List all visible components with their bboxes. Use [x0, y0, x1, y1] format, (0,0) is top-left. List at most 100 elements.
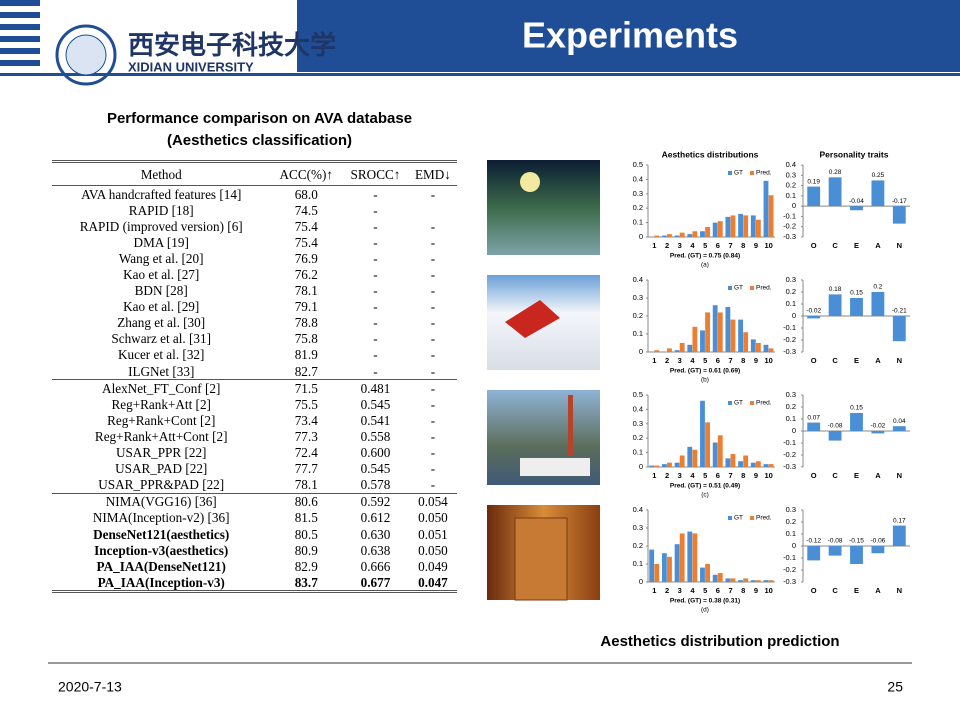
- bar: [755, 461, 761, 467]
- table-cell: 75.5: [294, 396, 318, 412]
- bar: [717, 221, 723, 237]
- table-cell: Wang et al. [20]: [118, 250, 204, 266]
- column-header: SROCC↑: [342, 161, 409, 186]
- y-tick-label: 0.1: [633, 218, 643, 227]
- table-cell: DMA [19]: [133, 234, 189, 250]
- table-cell: -: [430, 218, 436, 234]
- table-row: Schwarz et al. [31] 75.8 - -: [52, 331, 457, 347]
- table-row: NIMA(VGG16) [36] 80.6 0.592 0.054: [52, 493, 457, 510]
- table-row: Zhang et al. [30] 78.8 - -: [52, 315, 457, 331]
- table-cell: AVA handcrafted features [14]: [81, 186, 242, 202]
- column-header: ACC(%)↑: [270, 161, 343, 186]
- bar: [679, 533, 685, 582]
- logo-inner: [65, 34, 107, 76]
- table-cell: -: [430, 347, 436, 363]
- bar: [654, 350, 660, 352]
- bar: [667, 556, 672, 582]
- x-tick-label: 6: [716, 356, 720, 365]
- data-label: -0.12: [806, 538, 821, 545]
- data-label: -0.08: [828, 538, 843, 545]
- x-tick-label: E: [854, 356, 859, 365]
- y-tick-label: 0.4: [633, 174, 643, 183]
- table-cell: -: [373, 218, 378, 234]
- x-tick-label: 10: [764, 241, 772, 250]
- table-cell: 82.7: [294, 363, 318, 379]
- slide-title: Experiments: [522, 15, 738, 56]
- x-tick-label: 1: [652, 471, 656, 480]
- table-cell: -: [430, 461, 436, 477]
- trait-bar: [828, 431, 842, 441]
- data-label: -0.06: [870, 538, 885, 545]
- data-label: 0.15: [850, 405, 863, 412]
- table-cell: 77.7: [294, 461, 318, 477]
- y-tick-label: -0.1: [783, 211, 796, 220]
- x-tick-label: E: [854, 241, 859, 250]
- bar: [743, 332, 749, 352]
- photo-tower: [568, 395, 573, 455]
- table-cell: PA_IAA(Inception-v3): [97, 574, 225, 590]
- table-cell: Zhang et al. [30]: [117, 315, 206, 331]
- y-tick-label: 0.1: [633, 329, 643, 338]
- table-cell: 0.630: [360, 526, 391, 542]
- table-cell: -: [430, 283, 436, 299]
- header-row: Method ACC(%)↑ SROCC↑ EMD↓: [52, 161, 457, 186]
- data-label: 0.04: [893, 418, 906, 425]
- data-label: -0.21: [892, 308, 907, 315]
- bar: [705, 564, 710, 582]
- y-tick-label: -0.1: [783, 438, 796, 447]
- x-tick-label: A: [875, 586, 881, 595]
- y-tick-label: 0.3: [633, 293, 643, 302]
- table-cell: 0.054: [418, 494, 448, 510]
- y-tick-label: 0.1: [786, 299, 796, 308]
- bar: [743, 578, 749, 582]
- bar: [687, 344, 693, 352]
- table-cell: 0.638: [360, 542, 391, 558]
- bar: [738, 461, 743, 467]
- logo: [55, 24, 117, 86]
- table-cell: 0.612: [360, 510, 391, 526]
- x-tick-label: 4: [690, 471, 695, 480]
- x-tick-label: 5: [703, 356, 707, 365]
- legend-label: GT: [734, 285, 743, 292]
- data-label: 0.25: [872, 172, 885, 179]
- x-tick-label: C: [832, 241, 838, 250]
- x-tick-label: A: [875, 471, 881, 480]
- table-cell: PA_IAA(DenseNet121): [96, 558, 226, 574]
- table-cell: 78.1: [294, 477, 318, 493]
- panel-label: (a): [701, 262, 709, 269]
- bar: [725, 216, 731, 237]
- x-tick-label: 10: [764, 586, 772, 595]
- y-tick-label: 0.2: [786, 402, 796, 411]
- bar: [768, 580, 774, 582]
- x-tick-label: 9: [754, 471, 758, 480]
- bar: [725, 578, 731, 582]
- trait-bar: [892, 426, 906, 431]
- x-tick-label: A: [875, 241, 881, 250]
- x-tick-label: O: [811, 356, 817, 365]
- table-cell: 81.5: [294, 510, 318, 526]
- x-tick-label: 8: [741, 586, 745, 595]
- bar: [743, 215, 749, 237]
- table-cell: Kucer et al. [32]: [117, 347, 205, 363]
- table-cell: 73.4: [294, 412, 318, 428]
- bar: [649, 549, 655, 582]
- legend-swatch: [728, 171, 732, 175]
- y-tick-label: -0.3: [783, 347, 796, 356]
- table-cell: -: [373, 186, 378, 202]
- y-tick-label: 0.4: [633, 275, 643, 284]
- y-tick-label: 0.4: [786, 160, 796, 169]
- table-cell: 80.5: [294, 526, 318, 542]
- x-tick-label: 7: [728, 586, 732, 595]
- data-label: -0.15: [849, 538, 864, 545]
- trait-bar: [807, 316, 821, 319]
- table-cell: Reg+Rank+Att+Cont [2]: [94, 428, 228, 444]
- trait-bar: [850, 206, 863, 211]
- bar: [667, 462, 672, 467]
- table-cell: 0.677: [360, 574, 391, 590]
- y-tick-label: 0.2: [633, 311, 643, 320]
- bar: [700, 231, 705, 237]
- trait-bar: [871, 431, 885, 434]
- table-cell: 0.541: [360, 412, 391, 428]
